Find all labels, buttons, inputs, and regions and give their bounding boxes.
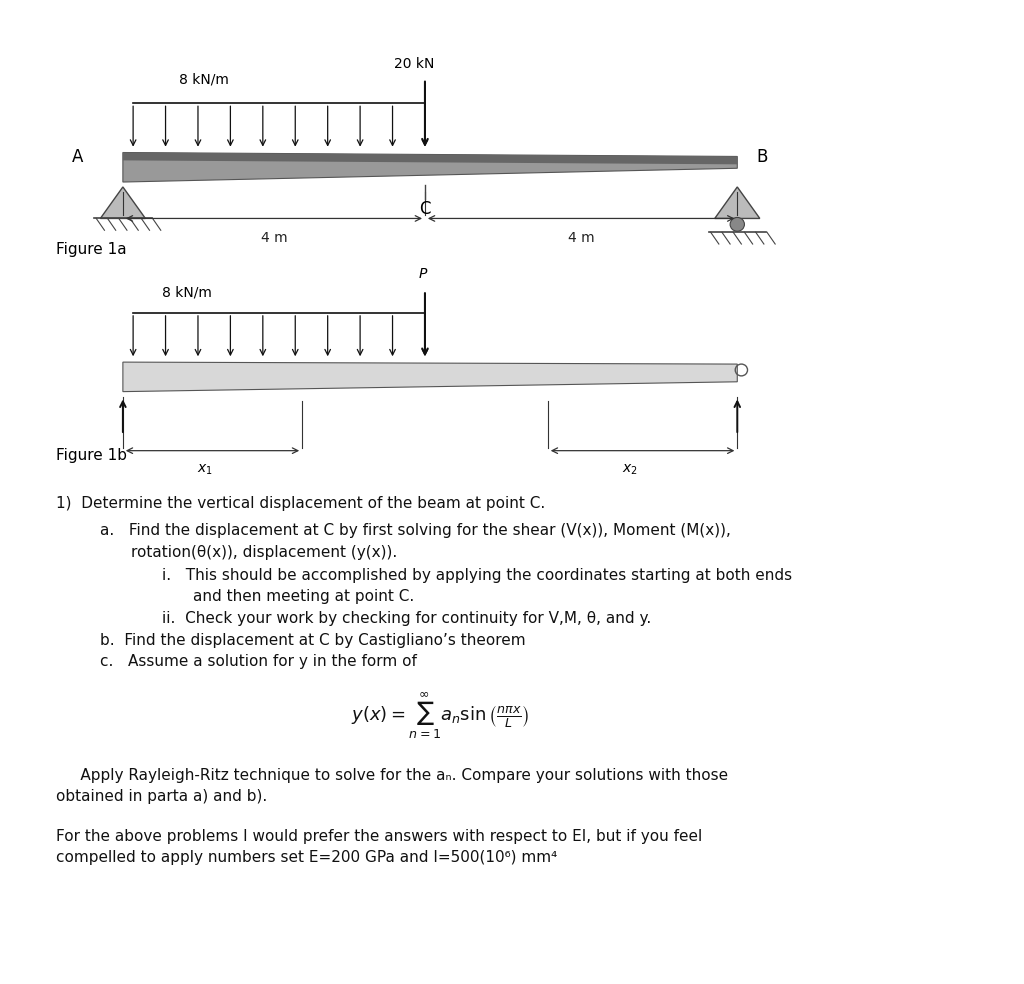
Text: 20 kN: 20 kN (394, 57, 434, 71)
Text: 1)  Determine the vertical displacement of the beam at point C.: 1) Determine the vertical displacement o… (56, 496, 546, 511)
Text: P: P (419, 268, 427, 281)
Text: b.  Find the displacement at C by Castigliano’s theorem: b. Find the displacement at C by Castigl… (100, 633, 526, 647)
Text: ii.  Check your work by checking for continuity for V,M, θ, and y.: ii. Check your work by checking for cont… (162, 611, 651, 626)
Circle shape (730, 217, 744, 231)
Text: Figure 1b: Figure 1b (56, 448, 127, 462)
Text: B: B (757, 149, 768, 166)
Polygon shape (123, 153, 737, 182)
Text: For the above problems I would prefer the answers with respect to EI, but if you: For the above problems I would prefer th… (56, 829, 702, 843)
Text: 8 kN/m: 8 kN/m (179, 73, 229, 87)
Text: c.   Assume a solution for y in the form of: c. Assume a solution for y in the form o… (100, 654, 417, 669)
Text: 4 m: 4 m (260, 231, 288, 245)
Text: $x_1$: $x_1$ (197, 462, 213, 477)
Text: C: C (419, 200, 431, 217)
Text: 8 kN/m: 8 kN/m (162, 285, 212, 299)
Text: $x_2$: $x_2$ (622, 462, 638, 477)
Text: 4 m: 4 m (567, 231, 595, 245)
Polygon shape (715, 187, 760, 218)
Text: Apply Rayleigh-Ritz technique to solve for the aₙ. Compare your solutions with t: Apply Rayleigh-Ritz technique to solve f… (56, 768, 728, 782)
Text: rotation(θ(x)), displacement (y(x)).: rotation(θ(x)), displacement (y(x)). (131, 545, 397, 560)
Polygon shape (123, 153, 737, 164)
Polygon shape (123, 362, 737, 392)
Text: Figure 1a: Figure 1a (56, 242, 127, 257)
Text: obtained in parta a) and b).: obtained in parta a) and b). (56, 789, 267, 804)
Polygon shape (100, 187, 145, 218)
Text: i.   This should be accomplished by applying the coordinates starting at both en: i. This should be accomplished by applyi… (162, 568, 792, 583)
Text: compelled to apply numbers set E=200 GPa and I=500(10⁶) mm⁴: compelled to apply numbers set E=200 GPa… (56, 850, 558, 865)
Text: and then meeting at point C.: and then meeting at point C. (193, 589, 414, 604)
Text: A: A (72, 149, 83, 166)
Text: a.   Find the displacement at C by first solving for the shear (V(x)), Moment (M: a. Find the displacement at C by first s… (100, 523, 731, 538)
Text: $y(x) = \sum_{n=1}^{\infty} a_n \sin \left( \frac{n\pi x}{L} \right)$: $y(x) = \sum_{n=1}^{\infty} a_n \sin \le… (351, 692, 529, 741)
